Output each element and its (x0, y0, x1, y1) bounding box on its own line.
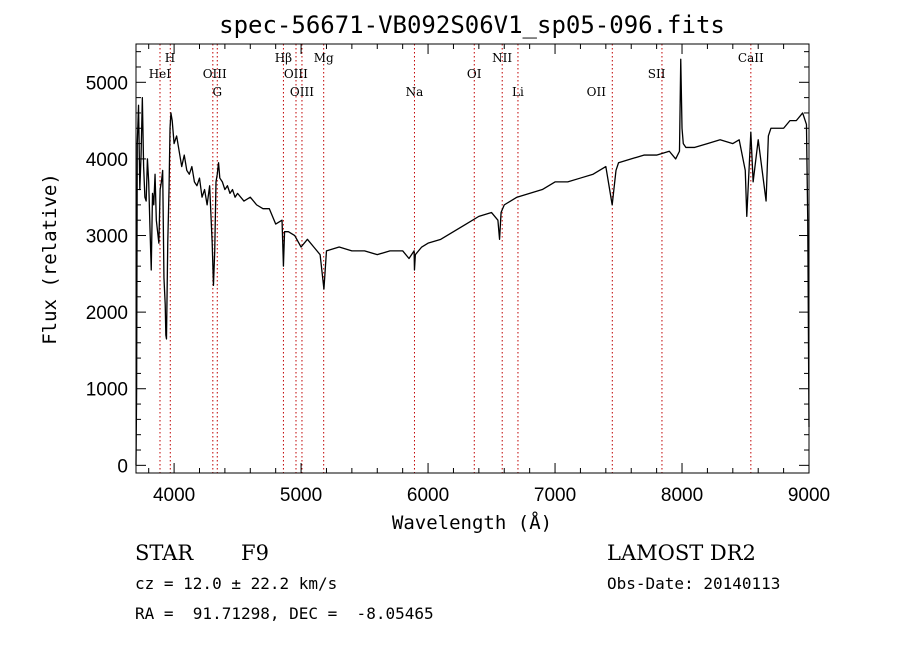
line-label: Li (512, 85, 524, 99)
x-tick-label: 9000 (788, 485, 830, 506)
x-tick-label: 4000 (153, 485, 195, 506)
line-label: NII (492, 51, 512, 65)
plot-frame (135, 43, 810, 474)
spectral-line-labels: HeI H OIII G Hβ OIII OIII Mg Na OI NII Li OII SII CaII (149, 51, 764, 99)
y-tick-label: 5000 (86, 73, 128, 94)
line-label: OIII (284, 67, 308, 81)
spectrum-line (135, 58, 810, 466)
line-label: OII (587, 85, 607, 99)
line-label: Mg (314, 51, 334, 65)
line-label: OIII (290, 85, 314, 99)
y-axis-ticks: 0 1000 2000 3000 4000 5000 (86, 51, 809, 477)
x-axis-label: Wavelength (Å) (392, 511, 552, 534)
x-tick-label: 6000 (407, 485, 449, 506)
line-label: Hβ (275, 51, 292, 65)
redshift-velocity: cz = 12.0 ± 22.2 km/s (135, 574, 337, 593)
x-tick-label: 7000 (534, 485, 576, 506)
y-tick-label: 0 (117, 456, 128, 477)
x-tick-label: 8000 (661, 485, 703, 506)
line-label: SII (648, 67, 666, 81)
observation-date: Obs-Date: 20140113 (607, 574, 780, 593)
line-label: OIII (203, 67, 227, 81)
line-label: CaII (738, 51, 764, 65)
y-tick-label: 4000 (86, 150, 128, 171)
y-tick-label: 1000 (86, 380, 128, 401)
coordinates: RA = 91.71298, DEC = -8.05465 (135, 604, 434, 623)
line-label: H (165, 51, 175, 65)
chart-title: spec-56671-VB092S06V1_sp05-096.fits (219, 11, 725, 39)
object-subclass: F9 (241, 541, 269, 565)
spectral-line-markers (159, 44, 752, 473)
line-label: HeI (149, 67, 172, 81)
survey-name: LAMOST DR2 (607, 541, 756, 565)
line-label: Na (406, 85, 424, 99)
y-axis-label: Flux (relative) (39, 173, 61, 345)
line-label: OI (467, 67, 482, 81)
x-axis-ticks: 4000 5000 6000 7000 8000 9000 (148, 44, 830, 506)
line-label: G (212, 85, 222, 99)
y-tick-label: 2000 (86, 303, 128, 324)
x-tick-label: 5000 (280, 485, 322, 506)
object-class: STAR (135, 541, 194, 565)
y-tick-label: 3000 (86, 227, 128, 248)
